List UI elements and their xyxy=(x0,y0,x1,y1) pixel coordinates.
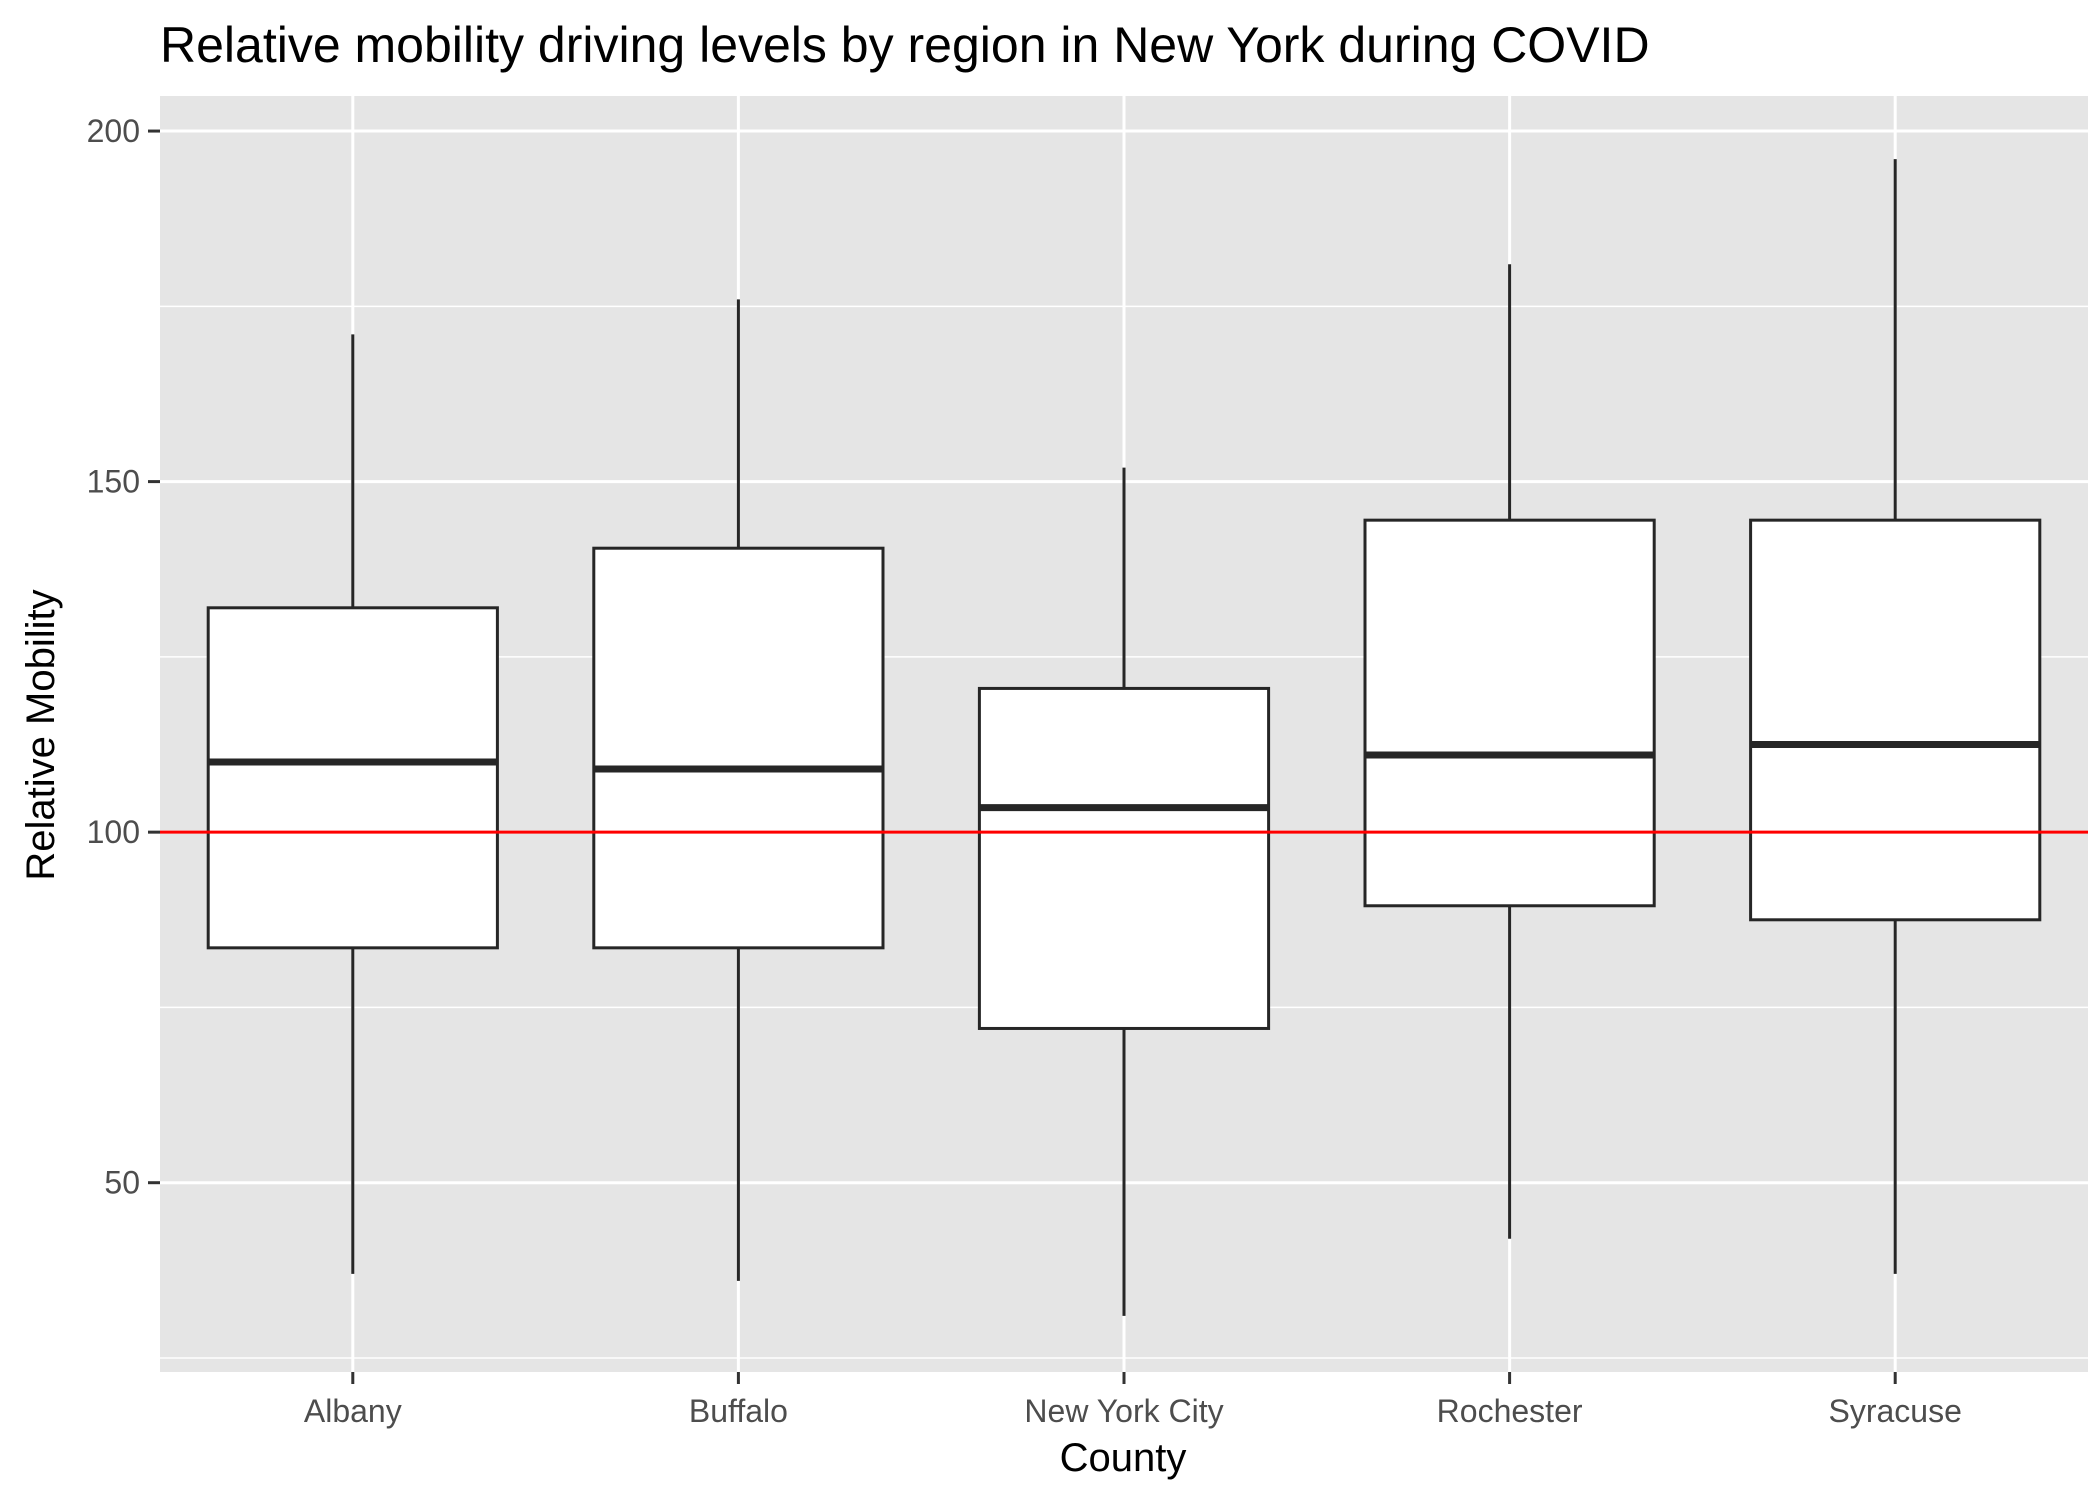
y-axis-title: Relative Mobility xyxy=(19,589,63,880)
box-body xyxy=(1749,518,2042,922)
y-tick-label: 50 xyxy=(104,1165,140,1201)
chart-title: Relative mobility driving levels by regi… xyxy=(160,17,1650,73)
y-tick-label: 200 xyxy=(87,113,140,149)
y-tick-label: 150 xyxy=(87,464,140,500)
x-tick-label: Rochester xyxy=(1437,1393,1583,1429)
x-axis: Albany Buffalo New York City Rochester Syrac… xyxy=(304,1372,1962,1429)
box-new-york-city xyxy=(977,467,1271,1316)
x-tick-label: New York City xyxy=(1024,1393,1223,1429)
x-tick-label: Buffalo xyxy=(689,1393,788,1429)
x-tick-label: Albany xyxy=(304,1393,402,1429)
box-albany xyxy=(206,334,499,1274)
box-rochester xyxy=(1363,264,1656,1239)
box-body xyxy=(592,546,885,950)
box-body xyxy=(977,686,1271,1030)
boxes xyxy=(206,159,2042,1316)
y-tick-label: 100 xyxy=(87,814,140,850)
box-body xyxy=(206,606,499,950)
box-body xyxy=(1363,518,1656,908)
box-buffalo xyxy=(592,299,885,1281)
box-syracuse xyxy=(1749,159,2042,1274)
x-tick-label: Syracuse xyxy=(1829,1393,1962,1429)
y-axis: 50 100 150 200 xyxy=(87,113,160,1201)
x-axis-title: County xyxy=(1060,1436,1187,1480)
